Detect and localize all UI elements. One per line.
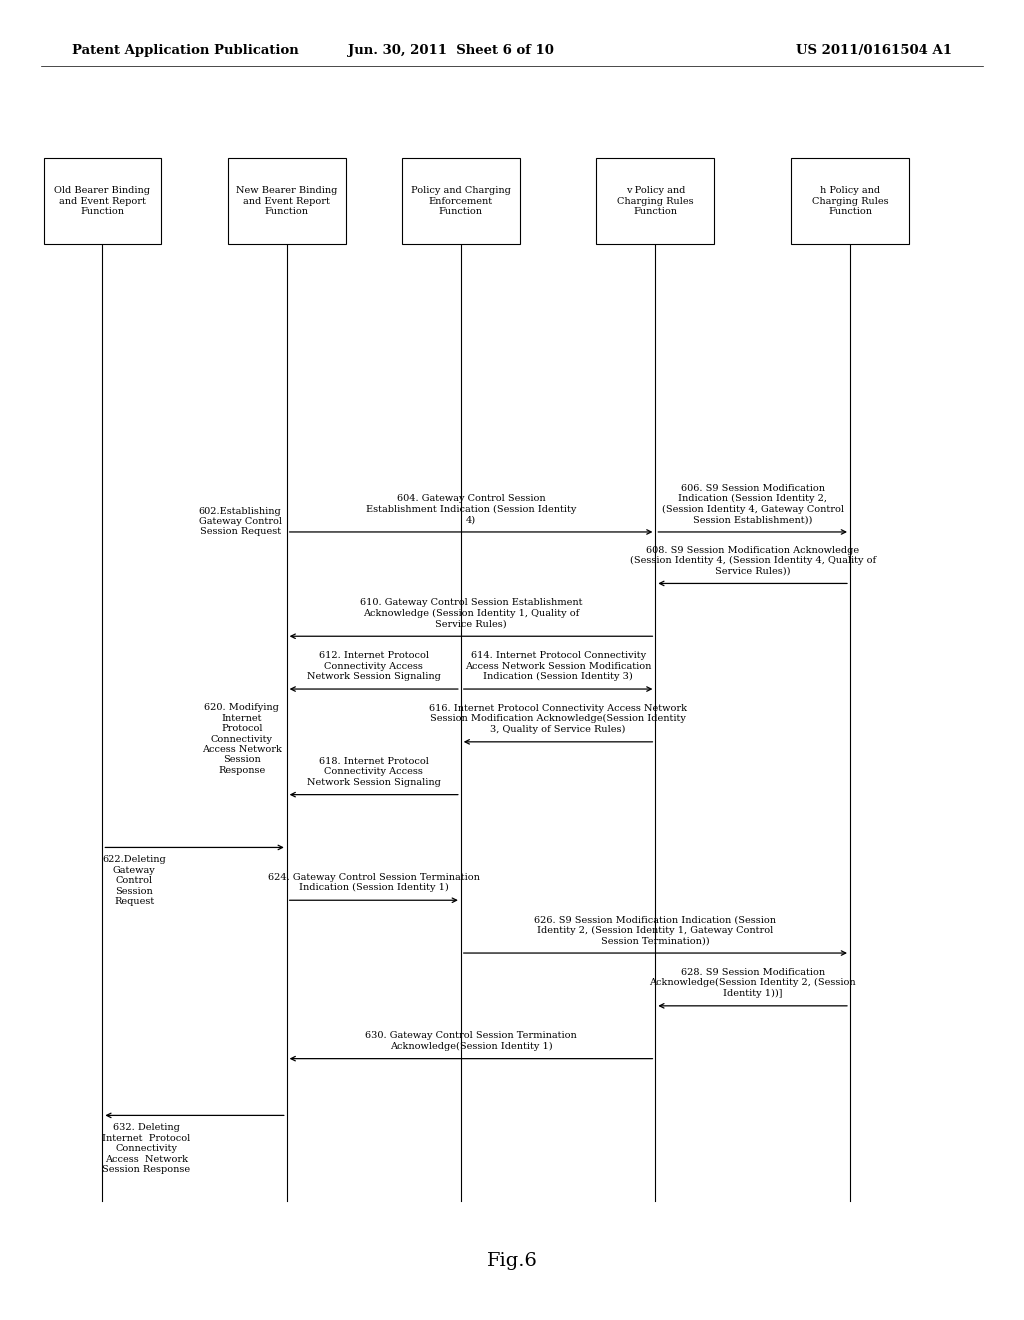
Bar xyxy=(43,158,162,244)
Bar xyxy=(596,158,715,244)
Text: New Bearer Binding
and Event Report
Function: New Bearer Binding and Event Report Func… xyxy=(237,186,337,216)
Bar xyxy=(228,158,346,244)
Text: 622.Deleting
Gateway
Control
Session
Request: 622.Deleting Gateway Control Session Req… xyxy=(102,855,166,906)
Text: Old Bearer Binding
and Event Report
Function: Old Bearer Binding and Event Report Func… xyxy=(54,186,151,216)
Text: h Policy and
Charging Rules
Function: h Policy and Charging Rules Function xyxy=(812,186,888,216)
Text: 626. S9 Session Modification Indication (Session
Identity 2, (Session Identity 1: 626. S9 Session Modification Indication … xyxy=(535,915,776,945)
Text: 616. Internet Protocol Connectivity Access Network
Session Modification Acknowle: 616. Internet Protocol Connectivity Acce… xyxy=(429,704,687,734)
Text: 620. Modifying
Internet
Protocol
Connectivity
Access Network
Session
Response: 620. Modifying Internet Protocol Connect… xyxy=(202,704,282,775)
Text: US 2011/0161504 A1: US 2011/0161504 A1 xyxy=(797,44,952,57)
Text: 610. Gateway Control Session Establishment
Acknowledge (Session Identity 1, Qual: 610. Gateway Control Session Establishme… xyxy=(359,598,583,628)
Text: v Policy and
Charging Rules
Function: v Policy and Charging Rules Function xyxy=(617,186,693,216)
Text: Jun. 30, 2011  Sheet 6 of 10: Jun. 30, 2011 Sheet 6 of 10 xyxy=(347,44,554,57)
Text: 606. S9 Session Modification
Indication (Session Identity 2,
(Session Identity 4: 606. S9 Session Modification Indication … xyxy=(662,483,844,524)
Text: 612. Internet Protocol
Connectivity Access
Network Session Signaling: 612. Internet Protocol Connectivity Acce… xyxy=(307,651,440,681)
Text: 618. Internet Protocol
Connectivity Access
Network Session Signaling: 618. Internet Protocol Connectivity Acce… xyxy=(307,756,440,787)
Bar xyxy=(401,158,520,244)
Text: 632. Deleting
Internet  Protocol
Connectivity
Access  Network
Session Response: 632. Deleting Internet Protocol Connecti… xyxy=(102,1123,190,1173)
Text: 628. S9 Session Modification
Acknowledge(Session Identity 2, (Session
Identity 1: 628. S9 Session Modification Acknowledge… xyxy=(649,968,856,998)
Text: Patent Application Publication: Patent Application Publication xyxy=(72,44,298,57)
Bar xyxy=(791,158,909,244)
Text: 614. Internet Protocol Connectivity
Access Network Session Modification
Indicati: 614. Internet Protocol Connectivity Acce… xyxy=(465,651,651,681)
Text: 602.Establishing
Gateway Control
Session Request: 602.Establishing Gateway Control Session… xyxy=(199,507,282,536)
Text: Policy and Charging
Enforcement
Function: Policy and Charging Enforcement Function xyxy=(411,186,511,216)
Text: 608. S9 Session Modification Acknowledge
(Session Identity 4, (Session Identity : 608. S9 Session Modification Acknowledge… xyxy=(630,545,876,576)
Text: 624. Gateway Control Session Termination
Indication (Session Identity 1): 624. Gateway Control Session Termination… xyxy=(268,873,479,892)
Text: 604. Gateway Control Session
Establishment Indication (Session Identity
4): 604. Gateway Control Session Establishme… xyxy=(366,494,577,524)
Text: 630. Gateway Control Session Termination
Acknowledge(Session Identity 1): 630. Gateway Control Session Termination… xyxy=(366,1031,577,1051)
Text: Fig.6: Fig.6 xyxy=(486,1251,538,1270)
